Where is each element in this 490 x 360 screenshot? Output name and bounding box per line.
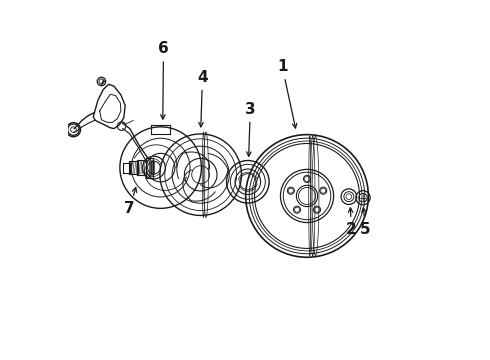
Text: 4: 4 xyxy=(197,70,208,127)
Text: 1: 1 xyxy=(277,59,297,128)
Text: 7: 7 xyxy=(124,188,137,216)
Text: 5: 5 xyxy=(360,208,371,237)
Text: 3: 3 xyxy=(245,102,256,156)
Text: 2: 2 xyxy=(346,208,357,237)
Text: 6: 6 xyxy=(158,41,169,119)
